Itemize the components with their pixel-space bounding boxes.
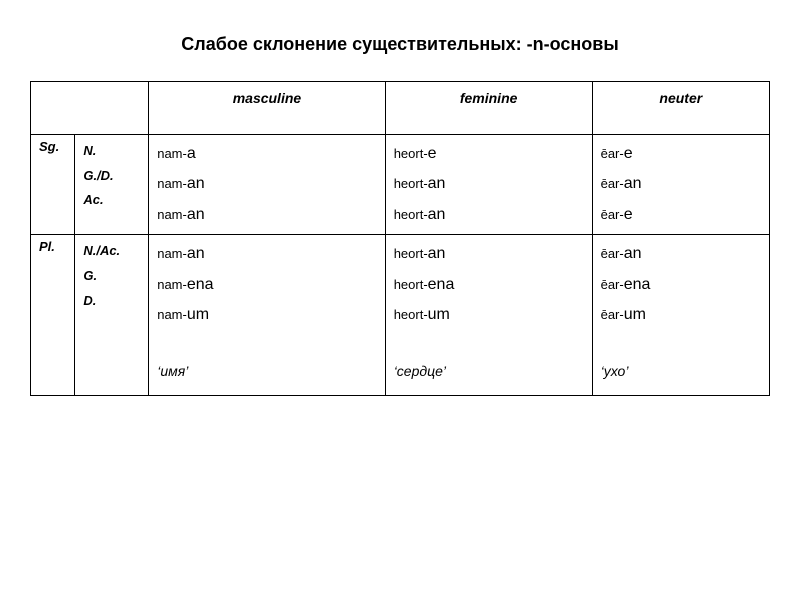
case-label: N. <box>83 139 140 164</box>
table-header-row: masculine feminine neuter <box>31 82 770 135</box>
sg-masc: nam-a nam-an nam-an <box>149 135 385 235</box>
header-neuter: neuter <box>592 82 769 135</box>
sg-neut: ēar-e ēar-an ēar-e <box>592 135 769 235</box>
case-label: D. <box>83 289 140 314</box>
number-pl: Pl. <box>31 235 75 396</box>
table-row-pl: Pl. N./Ac. G. D. nam-an nam-ena nam-um ‘… <box>31 235 770 396</box>
pl-fem: heort-an heort-ena heort-um ‘сердце’ <box>385 235 592 396</box>
case-label: G. <box>83 264 140 289</box>
header-masculine: masculine <box>149 82 385 135</box>
page: Слабое склонение существительных: -n-осн… <box>0 0 800 420</box>
header-feminine: feminine <box>385 82 592 135</box>
number-sg: Sg. <box>31 135 75 235</box>
declension-table: masculine feminine neuter Sg. N. G./D. A… <box>30 81 770 396</box>
pl-masc: nam-an nam-ena nam-um ‘имя’ <box>149 235 385 396</box>
table-row-sg: Sg. N. G./D. Ac. nam-a nam-an nam-an heo… <box>31 135 770 235</box>
pl-neut: ēar-an ēar-ena ēar-um ‘ухо’ <box>592 235 769 396</box>
case-label: Ac. <box>83 188 140 213</box>
gloss-masc: ‘имя’ <box>157 358 376 385</box>
cases-sg: N. G./D. Ac. <box>75 135 149 235</box>
case-label: N./Ac. <box>83 239 140 264</box>
header-blank <box>31 82 149 135</box>
gloss-neut: ‘ухо’ <box>601 358 761 385</box>
case-label: G./D. <box>83 164 140 189</box>
page-title: Слабое склонение существительных: -n-осн… <box>30 34 770 55</box>
cases-pl: N./Ac. G. D. <box>75 235 149 396</box>
gloss-fem: ‘сердце’ <box>394 358 584 385</box>
sg-fem: heort-e heort-an heort-an <box>385 135 592 235</box>
